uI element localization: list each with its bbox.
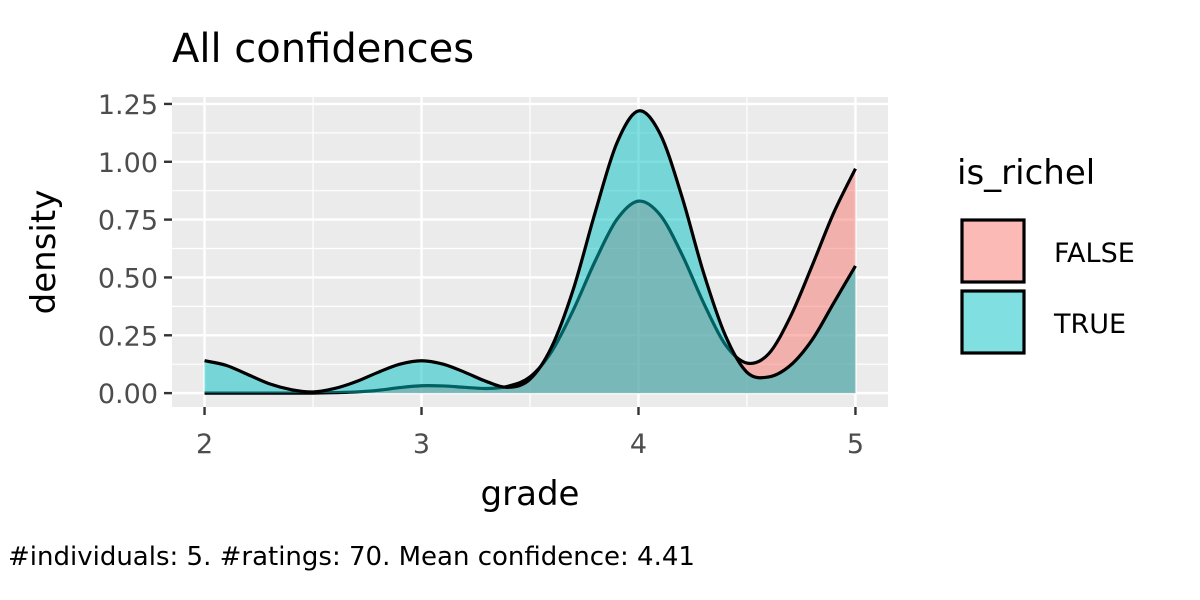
x-axis: 2 3 4 5 [196,407,864,460]
density-area-true [204,110,856,394]
y-tick-label: 0.75 [98,206,158,237]
chart-title: All confidences [172,26,474,72]
y-tick-label: 0.25 [98,321,158,352]
x-tick-label: 3 [413,429,430,460]
legend-key-false [960,218,1026,284]
density-line-true [204,109,857,394]
y-tick-label: 1.25 [98,90,158,121]
y-tick-label: 1.00 [98,148,158,179]
legend-title: is_richel [957,153,1095,193]
x-tick-label: 2 [196,429,213,460]
x-tick-label: 4 [630,429,647,460]
y-axis: 0.00 0.25 0.50 0.75 1.00 1.25 [98,90,172,410]
y-axis-title: density [24,190,64,315]
y-tick-label: 0.50 [98,263,158,294]
x-axis-title: grade [481,474,580,514]
legend-key-true [960,289,1026,355]
y-tick-label: 0.00 [98,379,158,410]
x-tick-label: 5 [847,429,864,460]
legend-label-true: TRUE [1053,309,1126,340]
legend: FALSE TRUE [960,218,1135,355]
density-areas [204,109,857,395]
legend-label-false: FALSE [1054,238,1135,269]
caption: #individuals: 5. #ratings: 70. Mean conf… [8,542,695,572]
